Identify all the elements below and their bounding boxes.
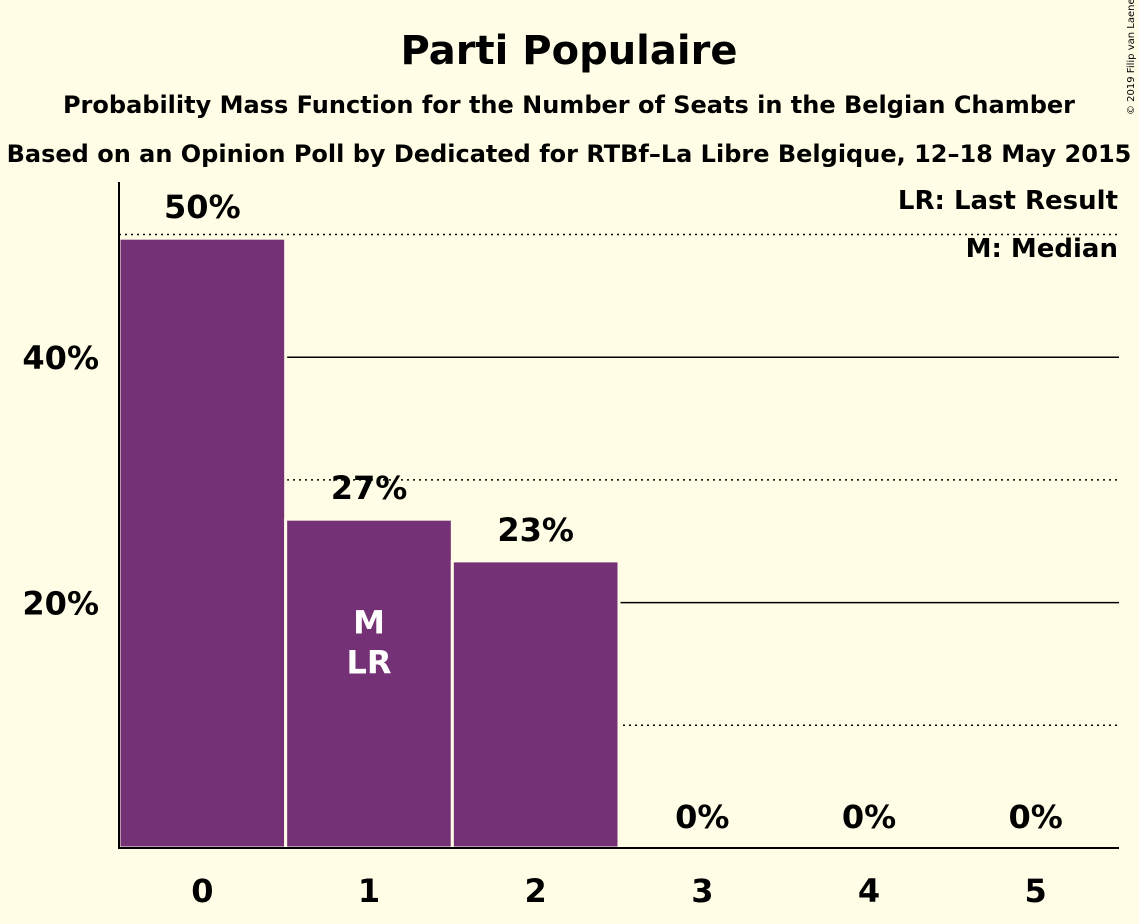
bar-labels: 50% 27% MLR 23% 0% 0% 0% — [164, 188, 1063, 836]
bar-value-label: 23% — [497, 511, 574, 549]
chart-subtitle: Probability Mass Function for the Number… — [63, 91, 1075, 119]
chart-title: Parti Populaire — [401, 28, 738, 74]
bar-value-label: 0% — [1009, 798, 1063, 836]
bar-seat-2 — [450, 559, 621, 850]
y-tick-label: 20% — [22, 585, 99, 623]
bar-value-label: 27% — [331, 469, 408, 507]
chart-source: Based on an Opinion Poll by Dedicated fo… — [7, 140, 1132, 168]
x-tick-label: 3 — [691, 872, 713, 910]
bar-marker-label: M — [353, 604, 385, 642]
bars — [117, 236, 621, 850]
bar-marker-label: LR — [346, 644, 391, 682]
bar-seat-0 — [117, 236, 288, 850]
x-tick-label: 5 — [1025, 872, 1047, 910]
x-axis-ticks: 0 1 2 3 4 5 — [191, 872, 1047, 910]
y-axis-ticks: 20% 40% — [22, 339, 99, 622]
legend-last-result: LR: Last Result — [898, 186, 1118, 216]
bar-seat-1 — [284, 517, 454, 850]
x-tick-label: 2 — [525, 872, 547, 910]
x-tick-label: 1 — [358, 872, 380, 910]
bar-value-label: 0% — [675, 798, 729, 836]
x-tick-label: 0 — [191, 872, 213, 910]
bar-value-label: 50% — [164, 188, 241, 226]
legend-median: M: Median — [966, 234, 1118, 264]
x-tick-label: 4 — [858, 872, 880, 910]
copyright-notice: © 2019 Filip van Laenen — [1126, 0, 1137, 115]
bar-value-label: 0% — [842, 798, 896, 836]
y-tick-label: 40% — [22, 339, 99, 377]
